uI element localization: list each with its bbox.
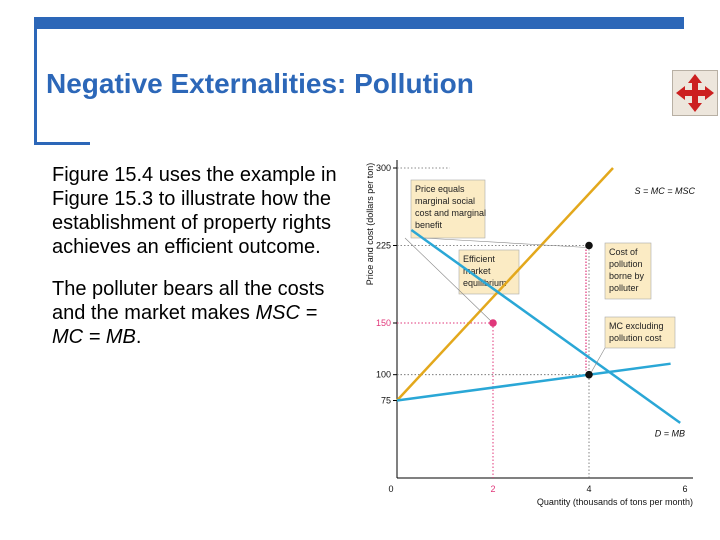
left-accent-bar [34,17,37,145]
x-tick-label: 0 [388,484,393,494]
slide-title: Negative Externalities: Pollution [46,68,474,99]
series-demand-line [410,228,681,424]
slide-body: Figure 15.4 uses the example in Figure 1… [52,163,347,367]
series-supply-line [396,167,614,402]
annotation-price-equals: Price equals marginal social cost and ma… [410,179,489,239]
series-label-supply: S = MC = MSC [634,186,695,196]
chart-plot-area: 75 100 150 225 300 0 2 4 6 S = MC = MSC D = MB [376,163,696,494]
paragraph-2: The polluter bears all the costs and the… [52,277,347,349]
y-tick-label: 75 [381,396,391,406]
pointer-price-equals [422,237,588,248]
svg-text:Cost of pollution: Cost of pollution borne by polluter [609,247,647,293]
series-label-demand: D = MB [655,428,685,438]
four-way-arrows-move-icon[interactable] [672,70,718,116]
top-accent-bar [36,17,684,29]
x-tick-label: 4 [586,484,591,494]
x-axis-label: Quantity (thousands of tons per month) [537,497,693,507]
annotation-cost-of-pollution: Cost of pollution borne by polluter [604,242,652,300]
y-tick-label: 100 [376,370,391,380]
annotation-mc-excluding: MC excluding pollution cost [604,316,676,349]
y-tick-label: 300 [376,163,391,173]
pollution-chart: Price and cost (dollars per ton) Quantit… [365,160,696,507]
y-axis-label: Price and cost (dollars per ton) [365,163,375,286]
point-mc-at-4 [585,370,593,379]
y-tick-label: 150 [376,318,391,328]
svg-text:MC excluding pollution c: MC excluding pollution cost [609,321,666,343]
x-tick-label: 2 [490,484,495,494]
paragraph-2-suffix: . [135,326,142,348]
paragraph-2-equation: MSC = MC = MB [52,302,318,348]
svg-text:Price equals marginal so: Price equals marginal social cost and ma… [415,184,489,230]
pointer-mc-excluding [590,347,606,373]
point-efficient-equilibrium [489,319,497,327]
y-tick-label: 225 [376,241,391,251]
series-mc-excluding-line [396,362,671,402]
left-accent-foot [34,142,90,145]
paragraph-1: Figure 15.4 uses the example in Figure 1… [52,164,337,258]
point-msc-at-4 [585,241,593,250]
x-tick-label: 6 [682,484,687,494]
pointer-equilibrium [404,237,494,324]
paragraph-2-prefix: The polluter bears all the costs and the… [52,278,325,324]
